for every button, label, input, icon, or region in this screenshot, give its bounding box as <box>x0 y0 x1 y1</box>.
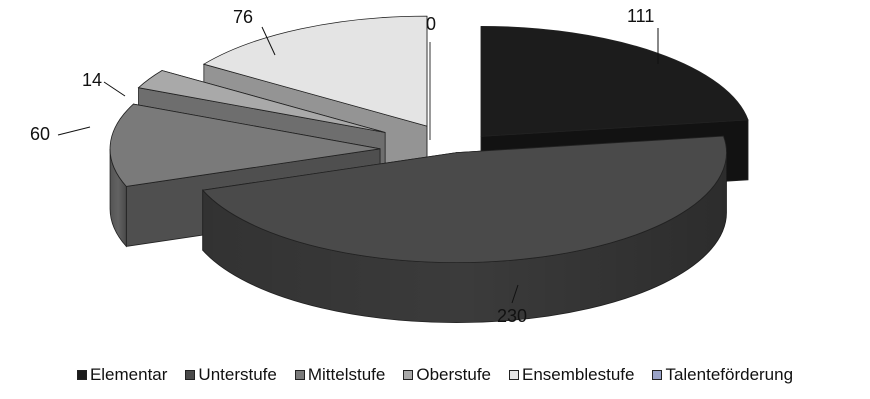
legend-label: Talenteförderung <box>665 365 794 384</box>
legend-swatch <box>76 370 87 380</box>
leader-line-ensemblestufe <box>261 26 276 56</box>
legend-swatch <box>652 370 663 380</box>
data-label-elementar: 111 <box>627 6 654 26</box>
legend-item-unterstufe: Unterstufe <box>185 365 277 385</box>
legend-swatch <box>294 370 305 380</box>
legend-item-oberstufe: Oberstufe <box>403 365 491 385</box>
leader-line-unterstufe <box>511 284 519 304</box>
legend-label: Elementar <box>89 365 168 384</box>
data-label-talenteförderung: 0 <box>426 14 436 34</box>
pie-slice-top <box>202 15 428 127</box>
legend-swatch <box>185 370 196 380</box>
legend-label: Mittelstufe <box>307 365 386 384</box>
legend-swatch <box>509 370 519 380</box>
legend-label: Oberstufe <box>416 365 491 384</box>
data-label-oberstufe: 14 <box>82 70 102 90</box>
pie-chart: 111 230 60 14 76 0 <box>30 6 749 326</box>
data-label-ensemblestufe: 76 <box>233 7 253 27</box>
pie-slice-top <box>109 103 381 187</box>
pie-slice-top <box>201 135 727 263</box>
legend-item-mittelstufe: Mittelstufe <box>294 365 386 385</box>
legend-swatch <box>403 370 414 380</box>
legend-item-ensemblestufe: Ensemblestufe <box>509 365 634 385</box>
leader-line-oberstufe <box>103 81 126 97</box>
leader-line-mittelstufe <box>57 126 91 136</box>
data-labels: 111 230 60 14 76 0 <box>30 6 659 326</box>
pie-slice-top <box>137 70 386 133</box>
pie-slice-unterstufe <box>201 135 727 323</box>
pie-slice-top <box>480 25 749 137</box>
legend-label: Unterstufe <box>198 365 277 384</box>
legend-item-talenteförderung: Talenteförderung <box>652 365 793 385</box>
pie-slice-side-shading <box>202 152 727 323</box>
pie-slices <box>109 15 749 323</box>
data-label-mittelstufe: 60 <box>30 124 50 144</box>
pie-slice-side-shading <box>110 148 127 247</box>
legend: Elementar Unterstufe Mittelstufe Oberstufe E… <box>0 362 870 388</box>
legend-label: Ensemblestufe <box>522 365 635 384</box>
legend-item-elementar: Elementar <box>76 365 168 385</box>
data-label-unterstufe: 230 <box>497 306 527 326</box>
